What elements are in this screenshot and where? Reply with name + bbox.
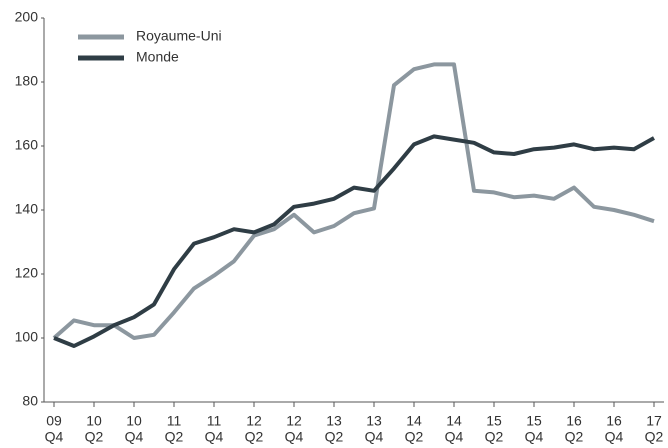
x-tick-label: Q2 [405, 429, 424, 445]
x-tick-label: Q2 [565, 429, 584, 445]
x-tick-label: Q4 [365, 429, 384, 445]
x-tick-label: 14 [446, 413, 462, 429]
x-tick-label: Q2 [245, 429, 264, 445]
x-tick-label: 10 [126, 413, 142, 429]
x-tick-label: Q4 [125, 429, 144, 445]
x-tick-label: 11 [167, 413, 182, 429]
x-tick-label: Q4 [525, 429, 544, 445]
x-tick-label: 16 [606, 413, 622, 429]
x-tick-label: 10 [86, 413, 102, 429]
x-tick-label: Q2 [165, 429, 184, 445]
line-series [52, 62, 655, 340]
line-series [53, 134, 655, 348]
x-tick-label: 11 [207, 413, 222, 429]
x-tick-label: 17 [646, 413, 662, 429]
y-tick-label: 160 [15, 137, 39, 153]
legend-label: Monde [136, 49, 179, 65]
x-tick-label: Q4 [445, 429, 464, 445]
y-tick-label: 140 [15, 201, 39, 217]
x-tick-label: 12 [246, 413, 262, 429]
y-tick-label: 80 [22, 393, 38, 409]
x-tick-label: 13 [366, 413, 382, 429]
y-tick-label: 100 [15, 329, 39, 345]
x-tick-label: Q4 [205, 429, 224, 445]
x-tick-label: 15 [486, 413, 502, 429]
x-tick-label: 16 [566, 413, 582, 429]
x-tick-label: Q2 [85, 429, 104, 445]
x-tick-label: Q4 [285, 429, 304, 445]
x-tick-label: Q4 [605, 429, 624, 445]
x-tick-label: Q2 [325, 429, 344, 445]
x-tick-label: 12 [286, 413, 302, 429]
legend-label: Royaume-Uni [136, 28, 222, 44]
x-tick-label: Q2 [645, 429, 664, 445]
x-tick-label: 13 [326, 413, 342, 429]
x-tick-label: Q4 [45, 429, 64, 445]
x-tick-label: Q2 [485, 429, 504, 445]
x-tick-label: 15 [526, 413, 542, 429]
x-tick-label: 09 [46, 413, 62, 429]
y-tick-label: 180 [15, 73, 39, 89]
x-tick-label: 14 [406, 413, 422, 429]
y-tick-label: 200 [15, 9, 39, 25]
y-tick-label: 120 [15, 265, 39, 281]
